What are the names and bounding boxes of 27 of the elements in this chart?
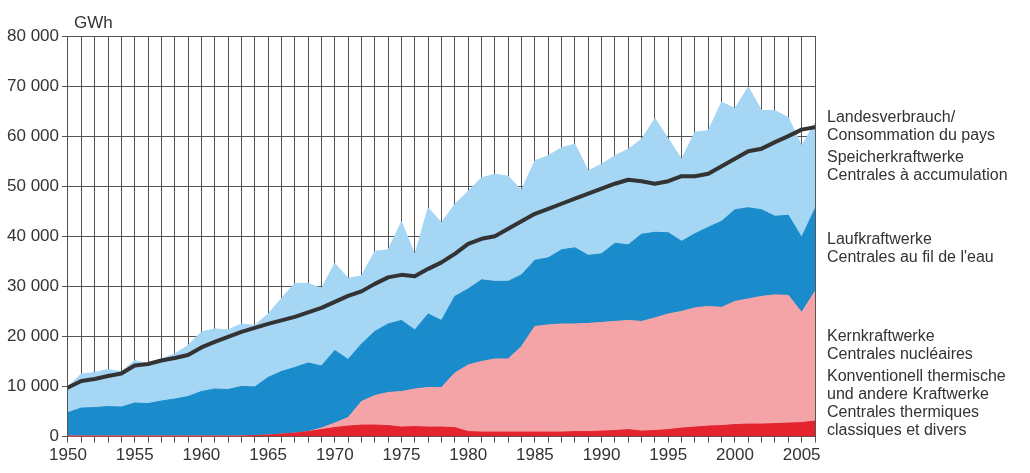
x-tick-label: 1975 bbox=[382, 445, 421, 465]
x-tick-label: 1985 bbox=[515, 445, 554, 465]
x-tick-label: 2000 bbox=[716, 445, 754, 465]
y-tick-label: 10 000 bbox=[7, 376, 59, 396]
series-label: Kernkraftwerke Centrales nucléaires bbox=[827, 327, 973, 363]
y-tick-label: 30 000 bbox=[7, 276, 59, 296]
y-tick-label: 20 000 bbox=[7, 326, 59, 346]
y-tick-label: 70 000 bbox=[7, 75, 59, 95]
series-label: Laufkraftwerke Centrales au fil de l'eau bbox=[827, 230, 994, 266]
y-axis-title: GWh bbox=[74, 13, 113, 33]
y-tick-label: 60 000 bbox=[7, 125, 59, 145]
x-tick-label: 2005 bbox=[782, 445, 821, 465]
x-tick-label: 1995 bbox=[649, 445, 688, 465]
series-label: Speicherkraftwerke Centrales à accumulation bbox=[827, 147, 1008, 183]
x-tick-label: 1950 bbox=[49, 445, 87, 465]
series-label: Konventionell thermische und andere Kraftwerke Centrales thermiques classiques et divers bbox=[827, 367, 1006, 439]
x-tick-label: 1980 bbox=[449, 445, 488, 465]
y-tick-label: 80 000 bbox=[7, 25, 59, 45]
y-tick-label: 0 bbox=[49, 426, 59, 446]
series-label: Landesverbrauch/ Consommation du pays bbox=[827, 107, 996, 143]
x-tick-label: 1960 bbox=[182, 445, 221, 465]
y-tick-label: 40 000 bbox=[7, 225, 59, 245]
y-tick-label: 50 000 bbox=[7, 175, 59, 195]
x-tick-label: 1955 bbox=[115, 445, 154, 465]
x-tick-label: 1990 bbox=[582, 445, 621, 465]
x-tick-label: 1965 bbox=[249, 445, 287, 465]
x-tick-label: 1970 bbox=[315, 445, 354, 465]
